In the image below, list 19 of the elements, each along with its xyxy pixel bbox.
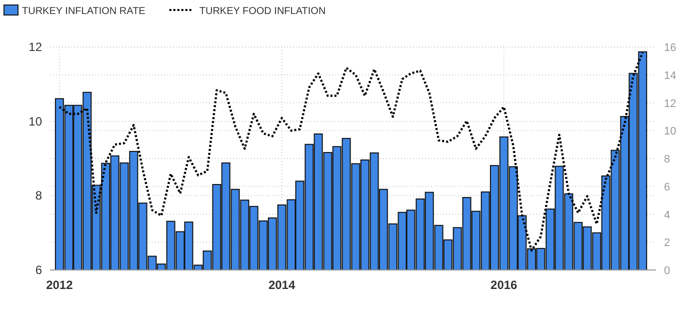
- y2-tick-label: 16: [664, 42, 676, 54]
- y2-tick-label: 8: [664, 154, 670, 166]
- x-tick-label: 2012: [46, 278, 74, 292]
- y-tick-label: 10: [28, 114, 42, 128]
- x-tick-label: 2014: [268, 278, 296, 292]
- y-tick-label: 6: [35, 263, 42, 277]
- y2-tick-label: 12: [664, 98, 676, 110]
- y2-tick-label: 0: [664, 265, 670, 277]
- y2-tick-label: 14: [664, 70, 676, 82]
- line-series: [58, 51, 644, 252]
- y2-tick-label: 2: [664, 237, 670, 250]
- y-tick-label: 8: [35, 188, 42, 203]
- y2-tick-label: 4: [664, 209, 670, 222]
- legend-label: TURKEY INFLATION RATE: [22, 6, 146, 17]
- legend-label: TURKEY FOOD INFLATION: [199, 6, 326, 17]
- y-tick-label: 12: [28, 40, 42, 54]
- x-tick-label: 2016: [490, 278, 518, 292]
- y2-tick-label: 6: [664, 181, 670, 194]
- y2-tick-label: 10: [664, 126, 676, 138]
